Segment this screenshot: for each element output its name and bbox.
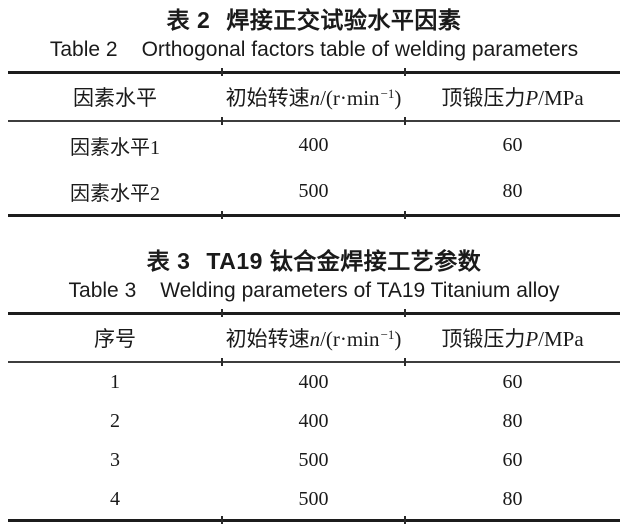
table-row: 因素水平2 500 80 xyxy=(8,168,620,214)
table3-header-col2: 初始转速n/(r·min−1) xyxy=(225,327,402,351)
table3-title-cn-text: TA19 钛合金焊接工艺参数 xyxy=(206,248,482,274)
table-row: 2 400 80 xyxy=(8,402,620,441)
table3-header-col1: 序号 xyxy=(94,327,136,351)
table3-title-en-label: Table 3 xyxy=(68,279,137,302)
table2-title-cn-text: 焊接正交试验水平因素 xyxy=(226,7,462,33)
table2: 因素水平 初始转速n/(r·min−1) 顶锻压力P/MPa 因素水平1 400… xyxy=(8,68,620,219)
table-cell: 3 xyxy=(110,449,120,471)
column-tick-mark xyxy=(404,309,406,317)
table2-header-rule xyxy=(8,117,620,125)
table-cell: 4 xyxy=(110,488,120,510)
column-tick-mark xyxy=(221,358,223,366)
table2-top-rule xyxy=(8,68,620,76)
table2-bottom-rule xyxy=(8,211,620,219)
table2-header-col1: 因素水平 xyxy=(73,86,157,110)
table-row: 因素水平1 400 60 xyxy=(8,122,620,168)
column-tick-mark xyxy=(404,117,406,125)
table2-title-en-text: Orthogonal factors table of welding para… xyxy=(141,38,579,61)
column-tick-mark xyxy=(404,211,406,219)
table-cell: 500 xyxy=(298,179,329,202)
table-row: 3 500 60 xyxy=(8,441,620,480)
table3-title-chinese: 表 3 TA19 钛合金焊接工艺参数 xyxy=(0,247,628,275)
table2-header-col2: 初始转速n/(r·min−1) xyxy=(225,86,402,110)
table2-title-en-label: Table 2 xyxy=(49,38,118,61)
table-cell: 80 xyxy=(502,488,523,510)
column-tick-mark xyxy=(221,309,223,317)
table3: 序号 初始转速n/(r·min−1) 顶锻压力P/MPa 1 400 60 2 … xyxy=(8,309,620,524)
table-cell: 500 xyxy=(298,449,329,471)
table-cell: 60 xyxy=(502,449,523,471)
table-row: 1 400 60 xyxy=(8,363,620,402)
table-cell: 因素水平2 xyxy=(70,182,160,205)
table-cell: 2 xyxy=(110,410,120,432)
column-tick-mark xyxy=(404,516,406,524)
table-cell: 60 xyxy=(502,133,523,156)
table3-top-rule xyxy=(8,309,620,317)
table2-header-col3: 顶锻压力P/MPa xyxy=(441,86,584,110)
table3-header-rule xyxy=(8,358,620,366)
table3-title-cn-label: 表 3 xyxy=(146,248,191,274)
section-gap xyxy=(0,217,628,247)
column-tick-mark xyxy=(221,211,223,219)
table-cell: 因素水平1 xyxy=(70,136,160,159)
table3-header-col3: 顶锻压力P/MPa xyxy=(441,327,584,351)
table2-title-english: Table 2 Orthogonal factors table of weldi… xyxy=(0,37,628,63)
table3-bottom-rule xyxy=(8,516,620,524)
column-tick-mark xyxy=(221,117,223,125)
table2-header-row: 因素水平 初始转速n/(r·min−1) 顶锻压力P/MPa xyxy=(8,74,620,120)
table2-title-cn-label: 表 2 xyxy=(166,7,211,33)
column-tick-mark xyxy=(221,68,223,76)
table-cell: 60 xyxy=(502,371,523,393)
column-tick-mark xyxy=(221,516,223,524)
table-cell: 500 xyxy=(298,488,329,510)
table-cell: 400 xyxy=(298,410,329,432)
table2-title-chinese: 表 2 焊接正交试验水平因素 xyxy=(0,6,628,34)
table-cell: 1 xyxy=(110,371,120,393)
table-cell: 80 xyxy=(502,410,523,432)
table3-header-row: 序号 初始转速n/(r·min−1) 顶锻压力P/MPa xyxy=(8,315,620,361)
table-row: 4 500 80 xyxy=(8,480,620,519)
table-cell: 400 xyxy=(298,371,329,393)
table3-title-english: Table 3 Welding parameters of TA19 Titani… xyxy=(0,278,628,304)
column-tick-mark xyxy=(404,358,406,366)
table-cell: 80 xyxy=(502,179,523,202)
table3-title-en-text: Welding parameters of TA19 Titanium allo… xyxy=(160,279,560,302)
table-cell: 400 xyxy=(298,133,329,156)
column-tick-mark xyxy=(404,68,406,76)
